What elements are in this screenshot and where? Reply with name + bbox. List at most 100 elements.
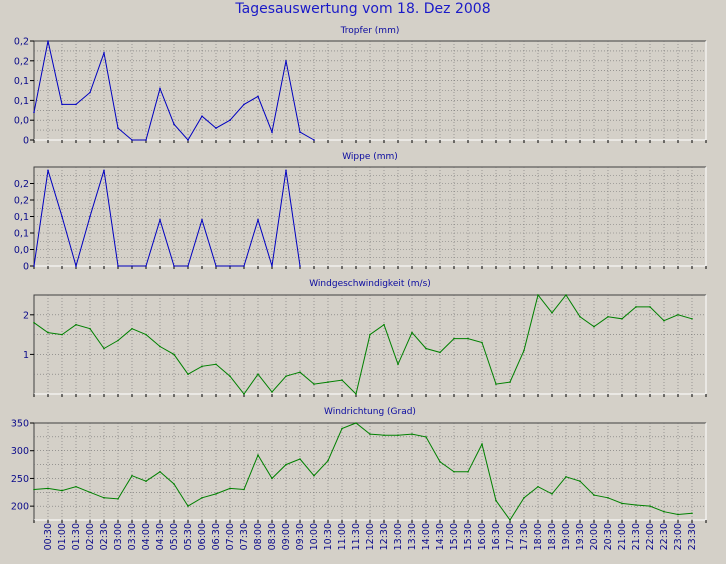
data-point bbox=[579, 316, 581, 318]
data-point bbox=[313, 474, 315, 477]
data-point bbox=[425, 436, 427, 438]
data-point bbox=[33, 321, 35, 324]
x-tick-label: 21:00 bbox=[617, 523, 628, 550]
data-point bbox=[299, 265, 301, 267]
data-point bbox=[243, 265, 245, 267]
page-title: Tagesauswertung vom 18. Dez 2008 bbox=[235, 1, 491, 17]
y-tick-label: 0 bbox=[23, 262, 29, 273]
x-tick-label: 04:00 bbox=[141, 523, 152, 550]
data-point bbox=[159, 345, 161, 348]
x-tick-label: 03:00 bbox=[113, 523, 124, 550]
x-tick-label: 10:30 bbox=[323, 523, 334, 550]
data-point bbox=[243, 488, 245, 491]
data-point bbox=[299, 458, 301, 460]
data-point bbox=[327, 459, 329, 462]
data-point bbox=[173, 123, 175, 125]
x-tick-label: 07:30 bbox=[239, 523, 250, 550]
x-tick-label: 09:00 bbox=[281, 523, 292, 550]
x-tick-label: 11:30 bbox=[351, 523, 362, 550]
data-point bbox=[145, 480, 147, 483]
data-point bbox=[355, 422, 357, 424]
x-tick-label: 20:30 bbox=[603, 523, 614, 550]
data-point bbox=[33, 488, 35, 491]
data-point bbox=[621, 502, 623, 505]
data-point bbox=[201, 219, 203, 221]
x-tick-label: 18:30 bbox=[547, 523, 558, 550]
data-point bbox=[229, 265, 231, 267]
x-axis-labels: 00:30 01:00 01:30 02:00 02:30 03:00 03:30 04:00… bbox=[43, 523, 698, 550]
data-point bbox=[649, 306, 651, 308]
x-tick-label: 23:30 bbox=[687, 523, 698, 550]
data-point bbox=[117, 498, 119, 500]
data-point bbox=[61, 215, 63, 218]
x-tick-label: 05:30 bbox=[183, 523, 194, 550]
data-point bbox=[145, 333, 147, 336]
y-tick-label: 0,0 bbox=[14, 116, 29, 127]
x-tick-label: 21:30 bbox=[631, 523, 642, 550]
data-point bbox=[607, 316, 609, 318]
chart-panel-3: Windgeschwindigkeit (m/s) 1 2 bbox=[23, 279, 707, 397]
data-point bbox=[229, 119, 231, 121]
chart-panel-1: Tropfer (mm) 0 0,0 0,1 0,1 0,2 0,2 bbox=[14, 26, 707, 147]
data-point bbox=[75, 323, 77, 326]
x-tick-label: 14:00 bbox=[421, 523, 432, 550]
data-point bbox=[61, 333, 63, 336]
data-point bbox=[299, 371, 301, 374]
data-point bbox=[243, 103, 245, 106]
x-tick-label: 18:00 bbox=[533, 523, 544, 550]
y-tick-label: 350 bbox=[11, 419, 29, 430]
x-tick-label: 22:00 bbox=[645, 523, 656, 550]
data-point bbox=[397, 434, 399, 437]
x-tick-label: 02:30 bbox=[99, 523, 110, 550]
x-tick-label: 19:30 bbox=[575, 523, 586, 550]
data-point bbox=[509, 381, 511, 383]
data-point bbox=[187, 373, 189, 376]
data-point bbox=[565, 476, 567, 478]
y-tick-label: 0,2 bbox=[14, 37, 29, 48]
data-point bbox=[285, 60, 287, 62]
x-tick-label: 09:30 bbox=[295, 523, 306, 550]
data-point bbox=[537, 294, 539, 296]
data-point bbox=[439, 351, 441, 354]
data-point bbox=[649, 505, 651, 507]
data-point bbox=[383, 434, 385, 437]
x-tick-label: 12:00 bbox=[365, 523, 376, 550]
data-point bbox=[271, 131, 273, 133]
y-tick-label: 0,1 bbox=[14, 212, 29, 223]
x-tick-label: 05:00 bbox=[169, 523, 180, 550]
y-tick-label: 0,1 bbox=[14, 229, 29, 240]
x-tick-label: 11:00 bbox=[337, 523, 348, 550]
data-point bbox=[159, 471, 161, 473]
chart-title: Windgeschwindigkeit (m/s) bbox=[309, 279, 431, 289]
data-point bbox=[187, 505, 189, 507]
data-point bbox=[691, 512, 693, 515]
x-tick-label: 15:30 bbox=[463, 523, 474, 550]
x-tick-label: 13:30 bbox=[407, 523, 418, 550]
data-point bbox=[369, 333, 371, 336]
y-tick-label: 0,0 bbox=[14, 245, 29, 256]
data-point bbox=[243, 393, 245, 395]
data-point bbox=[593, 494, 595, 496]
data-point bbox=[313, 139, 315, 141]
data-point bbox=[187, 139, 189, 141]
data-point bbox=[47, 487, 49, 490]
data-point bbox=[285, 169, 287, 172]
x-tick-label: 17:30 bbox=[519, 523, 530, 550]
data-point bbox=[131, 139, 133, 141]
data-point bbox=[439, 461, 441, 463]
data-point bbox=[257, 373, 259, 376]
data-point bbox=[159, 219, 161, 221]
data-point bbox=[131, 327, 133, 330]
y-tick-label: 0,1 bbox=[14, 96, 29, 107]
data-point bbox=[257, 219, 259, 221]
chart-panel-2: Wippe (mm) 0 0,0 0,1 0,1 0,2 0,2 bbox=[14, 152, 707, 273]
data-point bbox=[257, 95, 259, 98]
data-point bbox=[467, 337, 469, 340]
data-point bbox=[635, 306, 637, 308]
data-point bbox=[341, 427, 343, 430]
data-point bbox=[523, 349, 525, 352]
data-point bbox=[495, 383, 497, 385]
data-point bbox=[47, 40, 49, 42]
data-point bbox=[33, 111, 35, 114]
x-tick-label: 22:30 bbox=[659, 523, 670, 550]
